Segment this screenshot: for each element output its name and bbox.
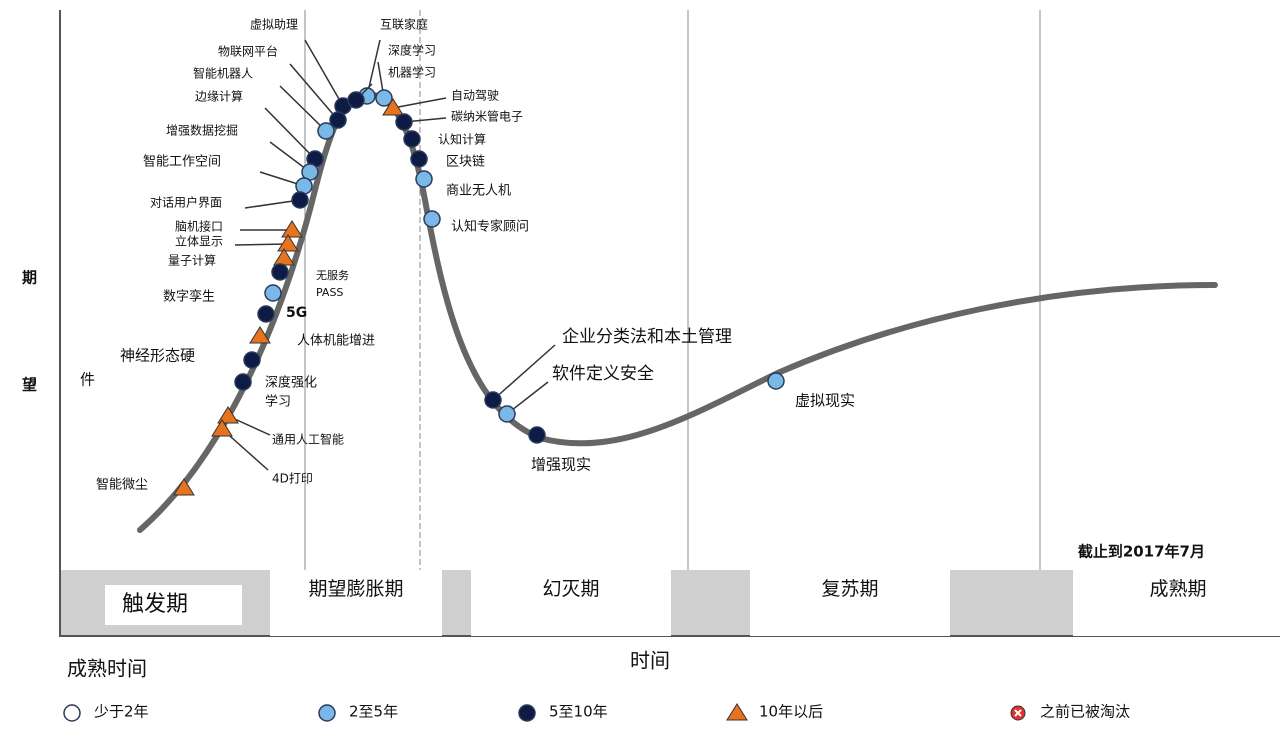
marker <box>234 373 252 391</box>
marker <box>281 220 303 238</box>
phase-label: 触发期 <box>122 592 188 617</box>
marker <box>211 419 233 437</box>
marker <box>271 263 289 281</box>
marker <box>243 351 261 369</box>
marker <box>484 391 502 409</box>
tech-label: 智能工作空间 <box>143 155 221 170</box>
tech-label: 数字孪生 <box>163 289 215 305</box>
marker <box>63 704 81 722</box>
tech-label: 增强现实 <box>531 456 591 474</box>
phase-label: 期望膨胀期 <box>308 578 403 600</box>
legend-label: 2至5年 <box>349 703 398 721</box>
marker <box>318 704 336 722</box>
hype-curve <box>137 90 1218 533</box>
marker-cross <box>1014 709 1022 717</box>
legend-title: 成熟时间 <box>67 657 147 681</box>
leader-line <box>264 107 316 160</box>
legend-label: 之前已被淘汰 <box>1040 703 1130 721</box>
marker <box>329 111 347 129</box>
x-axis-label: 时间 <box>630 649 670 673</box>
y-axis-label: 期 <box>22 269 37 287</box>
tech-label: 4D打印 <box>272 472 313 486</box>
leader-line <box>392 97 447 109</box>
tech-label: 自动驾驶 <box>451 88 499 103</box>
tech-label: 区块链 <box>446 155 485 170</box>
marker <box>264 284 282 302</box>
tech-label: 学习 <box>265 394 291 410</box>
marker <box>277 234 299 252</box>
leader-line <box>492 344 556 401</box>
tech-label: PASS <box>316 286 343 299</box>
leader-line <box>289 63 339 121</box>
tech-label: 深度强化 <box>265 375 317 391</box>
tech-label: 边缘计算 <box>195 89 243 104</box>
marker <box>257 305 275 323</box>
tech-label: 量子计算 <box>168 253 216 268</box>
tech-label: 虚拟现实 <box>795 392 855 410</box>
marker <box>291 191 309 209</box>
marker <box>317 122 335 140</box>
phase-box <box>1073 570 1280 636</box>
phase-label: 幻灭期 <box>542 578 599 600</box>
leader-line <box>244 199 301 209</box>
tech-label: 人体机能增进 <box>297 334 375 349</box>
leader-line <box>279 85 327 132</box>
tech-label: 机器学习 <box>388 65 436 80</box>
leader-line <box>304 39 344 107</box>
phase-box <box>270 570 442 636</box>
tech-label: 碳纳米管电子 <box>451 109 523 124</box>
tech-label: 深度学习 <box>388 43 436 58</box>
marker <box>726 703 748 721</box>
marker <box>423 210 441 228</box>
date-note: 截止到2017年7月 <box>1078 543 1205 561</box>
phase-box <box>471 570 671 636</box>
legend-label: 5至10年 <box>549 703 608 721</box>
tech-label: 对话用户界面 <box>150 195 222 210</box>
marker <box>415 170 433 188</box>
legend-label: 10年以后 <box>759 703 823 721</box>
y-axis-label: 望 <box>22 376 37 394</box>
marker <box>173 478 195 496</box>
phase-box <box>105 585 242 625</box>
marker <box>382 98 404 116</box>
tech-label: 智能微尘 <box>96 478 148 493</box>
tech-label: 无服务 <box>316 269 349 282</box>
marker <box>528 426 546 444</box>
marker <box>498 405 516 423</box>
tech-label: 件 <box>80 371 95 389</box>
phase-label: 复苏期 <box>821 578 878 600</box>
tech-label: 互联家庭 <box>380 17 428 32</box>
marker <box>518 704 536 722</box>
tech-label: 立体显示 <box>175 234 223 249</box>
tech-label: 软件定义安全 <box>552 364 654 384</box>
tech-label: 脑机接口 <box>175 219 223 234</box>
marker <box>395 113 413 131</box>
marker <box>375 89 393 107</box>
marker <box>347 91 365 109</box>
legend-label: 少于2年 <box>94 703 149 721</box>
tech-label: 通用人工智能 <box>272 432 344 447</box>
phase-label: 成熟期 <box>1149 578 1206 600</box>
tech-label: 5G <box>286 305 307 321</box>
tech-label: 认知计算 <box>438 132 486 147</box>
tech-label: 企业分类法和本土管理 <box>562 327 732 347</box>
leader-line <box>234 243 289 246</box>
marker <box>249 326 271 344</box>
tech-label: 智能机器人 <box>193 66 253 81</box>
marker <box>217 406 239 424</box>
marker <box>410 150 428 168</box>
tech-label: 物联网平台 <box>218 44 278 59</box>
tech-label: 认知专家顾问 <box>451 219 529 235</box>
tech-label: 神经形态硬 <box>120 347 195 365</box>
tech-label: 虚拟助理 <box>250 18 298 32</box>
marker <box>403 130 421 148</box>
tech-label: 增强数据挖掘 <box>166 123 238 138</box>
tech-label: 商业无人机 <box>446 184 511 199</box>
marker <box>767 372 785 390</box>
phase-box <box>750 570 950 636</box>
